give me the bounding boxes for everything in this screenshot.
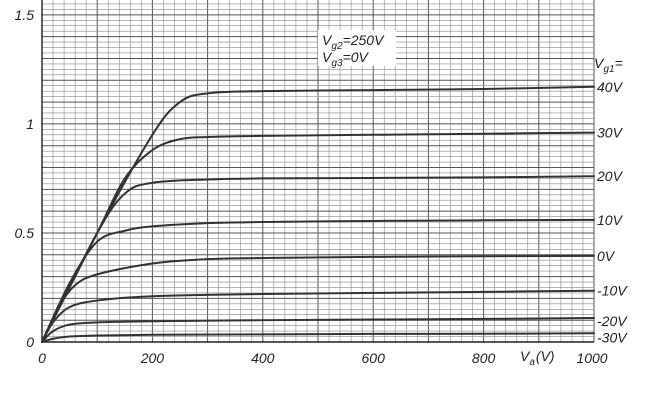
- x-tick-label: 1000: [576, 350, 607, 366]
- y-tick-label: 0: [26, 334, 34, 350]
- vg1-legend-header: Vg1=: [594, 55, 623, 75]
- y-tick-label: 0.5: [15, 225, 35, 241]
- curve-minus-20V: [41, 317, 595, 343]
- curve-10V: [41, 218, 595, 343]
- chart-curves: [41, 85, 595, 343]
- curve-30V: [41, 131, 595, 343]
- x-tick-label: 600: [362, 350, 386, 366]
- x-axis-label: Va(V): [520, 348, 555, 368]
- curve-minus-30V: [41, 332, 595, 343]
- x-tick-label: 800: [472, 350, 496, 366]
- annotation-line: Vg2=250V: [322, 32, 385, 52]
- curve-minus-10V: [41, 289, 595, 343]
- annotation-background: [318, 30, 396, 66]
- chart-tick-labels: 0 200 400 600 800 1000 0 0.5 1 1.5: [15, 7, 608, 366]
- chart-grid: [41, 0, 595, 343]
- x-tick-label: 0: [38, 350, 46, 366]
- annotation-line: Vg3=0V: [322, 49, 370, 69]
- x-tick-label: 400: [251, 350, 275, 366]
- curve-label: -30V: [597, 329, 628, 345]
- curve-label: -10V: [597, 283, 628, 299]
- curve-20V: [41, 175, 595, 343]
- curve-label: 20V: [596, 168, 624, 184]
- x-tick-label: 200: [140, 350, 165, 366]
- chart-axes: [41, 0, 594, 343]
- curve-label: 10V: [597, 212, 624, 228]
- y-tick-label: 1.5: [15, 7, 35, 23]
- curve-label: -20V: [597, 313, 628, 329]
- curve-label: 0V: [597, 248, 616, 264]
- curve-label: 40V: [597, 79, 624, 95]
- y-tick-label: 1: [26, 116, 34, 132]
- curve-0V: [41, 254, 595, 343]
- curve-label: 30V: [597, 125, 624, 141]
- curve-labels: Vg1= 40V 30V 20V 10V 0V -10V -20V-30V: [594, 55, 628, 345]
